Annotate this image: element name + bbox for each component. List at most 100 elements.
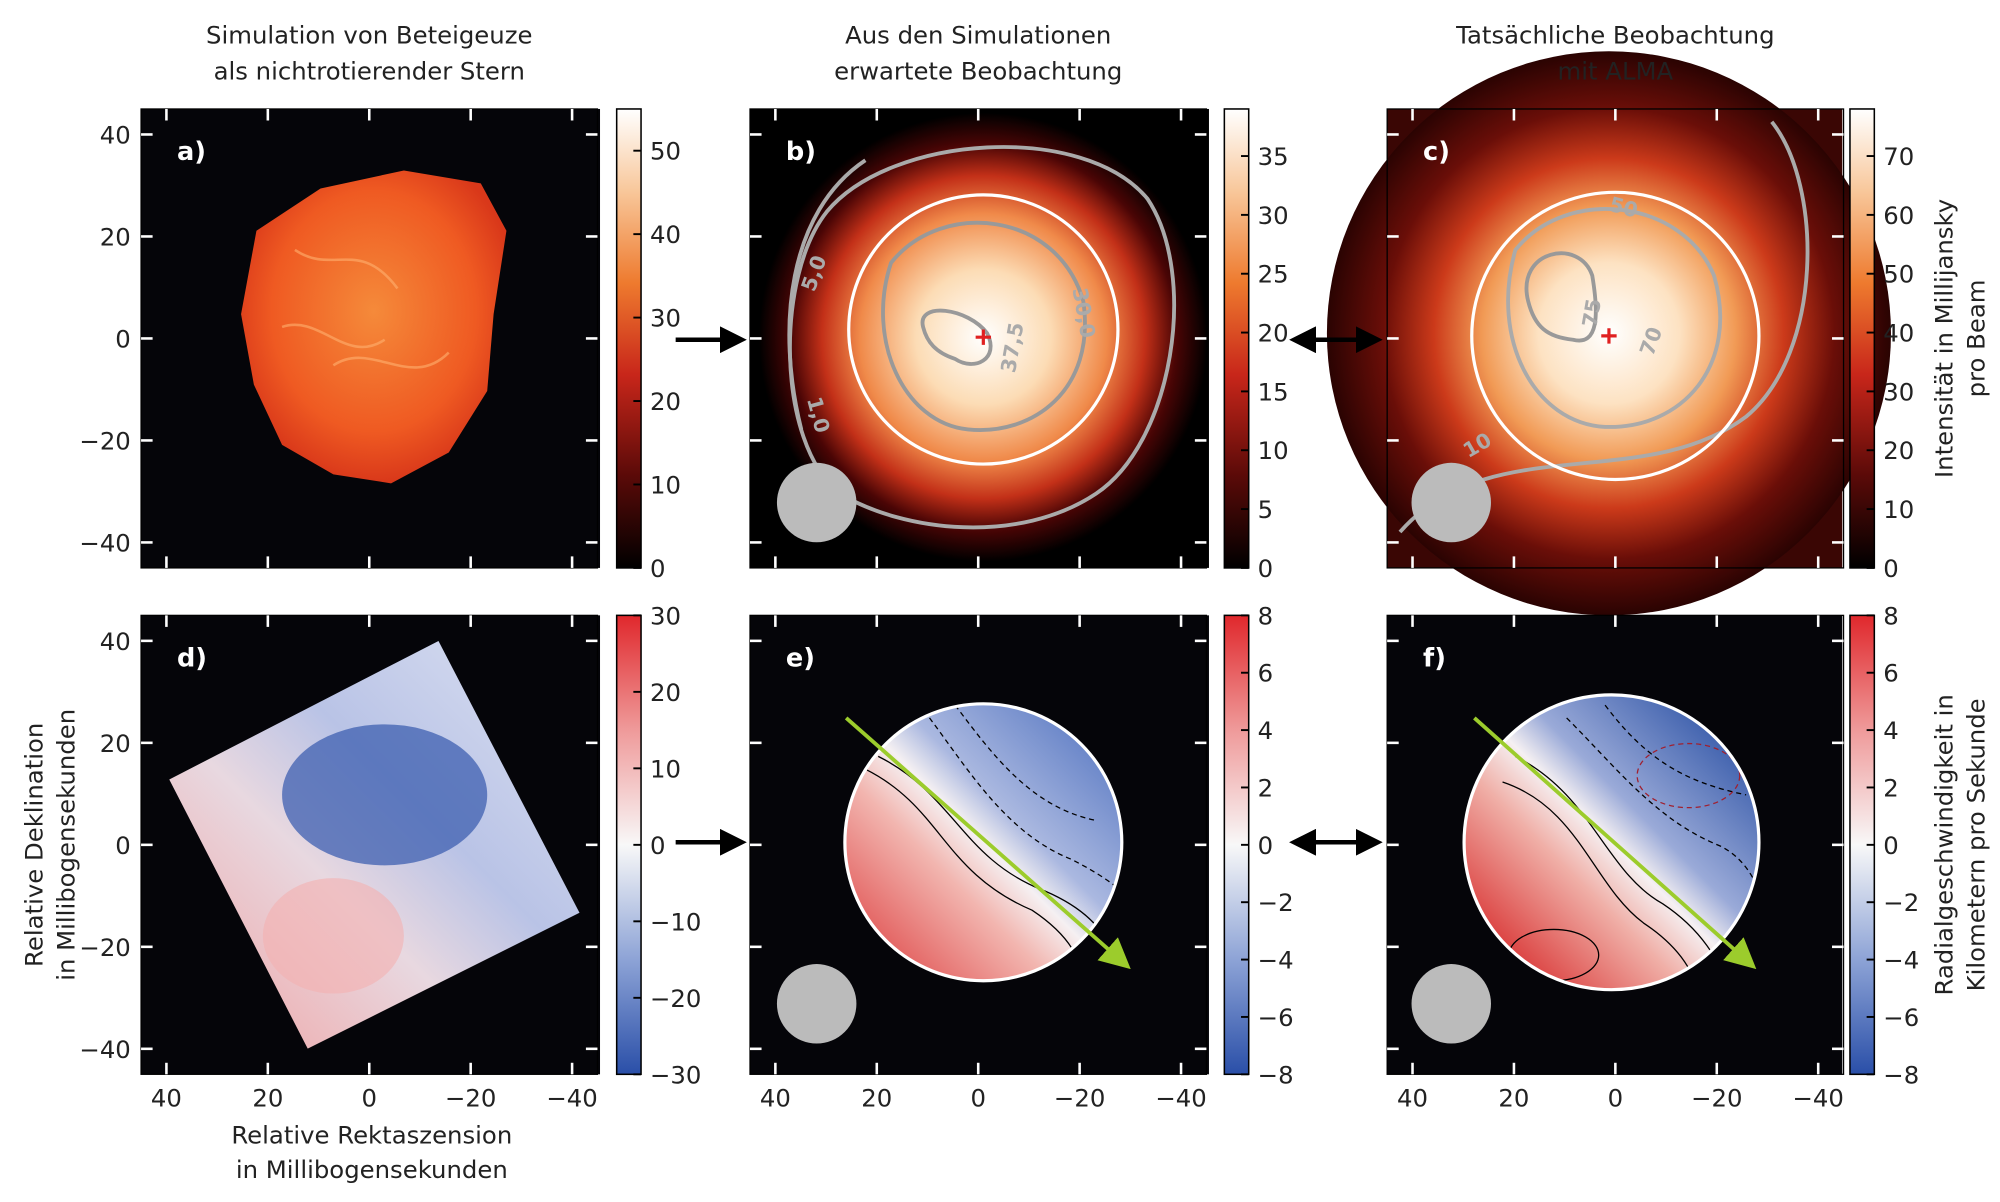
limb-circle: [847, 193, 1120, 466]
colorbar-tick-label: −30: [650, 1060, 701, 1089]
x-tick-label: 40: [760, 1083, 791, 1112]
colorbar-tick-label: 40: [650, 220, 681, 249]
panel-title: mit ALMA: [1558, 56, 1674, 85]
star: [241, 170, 507, 484]
y-tick-label: 0: [115, 831, 131, 860]
image-b: [750, 108, 1209, 568]
colorbar-tick-label: 20: [650, 678, 681, 707]
colorbar-tick-label: 30: [650, 601, 681, 630]
colorbar-tick-label: 0: [1883, 831, 1899, 860]
y-tick-label: 20: [100, 729, 131, 758]
panel-title: Simulation von Beteigeuze: [206, 21, 532, 50]
contour: [787, 158, 867, 430]
y-tick-label: −40: [79, 528, 130, 557]
contour: [1524, 251, 1598, 343]
colorbar-tick-label: 25: [1258, 260, 1289, 289]
colorbar-tick-label: 30: [650, 304, 681, 333]
x-tick-label: −20: [445, 1083, 496, 1112]
panel-label: a): [177, 137, 206, 167]
colorbar-tick-label: 2: [1258, 773, 1274, 802]
rotation-axis: [1473, 716, 1757, 970]
x-tick-label: 40: [1397, 1083, 1428, 1112]
contour: [881, 221, 1087, 432]
x-tick-label: −40: [1793, 1083, 1844, 1112]
beam: [1411, 964, 1492, 1044]
y-axis-label: Relative Deklination: [19, 723, 48, 967]
colorbar-tick-label: 8: [1883, 601, 1899, 630]
colorbar-tick-label: 0: [650, 554, 666, 583]
y-tick-label: −40: [79, 1035, 130, 1064]
colorbar-tick-label: −2: [1258, 888, 1294, 917]
colorbar-label: Radialgeschwindigkeit in: [1930, 694, 1959, 995]
y-axis-label: in Millibogensekunden: [51, 709, 80, 981]
y-tick-label: −20: [79, 426, 130, 455]
beam: [1411, 462, 1492, 543]
beam: [776, 964, 857, 1044]
colorbar-tick-label: 40: [1883, 319, 1914, 348]
disk-edge: [843, 702, 1124, 983]
y-tick-label: 40: [100, 627, 131, 656]
colorbar-tick-label: 0: [1258, 554, 1274, 583]
colorbar-tick-label: −20: [650, 984, 701, 1013]
colorbar-tick-label: 4: [1883, 716, 1899, 745]
disk-edge: [1462, 693, 1761, 992]
colorbar-tick-label: 6: [1258, 659, 1274, 688]
panel-title: Tatsächliche Beobachtung: [1455, 21, 1774, 50]
colorbar-tick-label: 50: [650, 137, 681, 166]
contour: [1506, 207, 1723, 429]
colorbar-tick-label: 6: [1883, 659, 1899, 688]
x-tick-label: 0: [970, 1083, 986, 1112]
colorbar-tick-label: 2: [1883, 773, 1899, 802]
colorbar-label: Kilometern pro Sekunde: [1962, 698, 1991, 991]
colorbar-tick-label: 10: [650, 470, 681, 499]
y-tick-label: 0: [115, 324, 131, 353]
colorbar-tick-label: −10: [650, 907, 701, 936]
colorbar-tick-label: 30: [1883, 377, 1914, 406]
x-tick-label: −40: [1155, 1083, 1206, 1112]
colorbar-tick-label: −2: [1883, 888, 1919, 917]
velocity-map: [844, 703, 1122, 981]
panel-title: als nichtrotierender Stern: [214, 56, 525, 85]
arrows: [675, 326, 1383, 856]
x-tick-label: 20: [861, 1083, 892, 1112]
colorbar: [615, 108, 642, 569]
colorbar-tick-label: −6: [1883, 1003, 1919, 1032]
colorbar-tick-label: 50: [1883, 260, 1914, 289]
colorbar-tick-label: 8: [1258, 601, 1274, 630]
x-axis-label: in Millibogensekunden: [236, 1155, 508, 1184]
colorbar-tick-label: −4: [1883, 946, 1919, 975]
center-marker: [975, 329, 992, 345]
panel-title: erwartete Beobachtung: [834, 56, 1122, 85]
x-tick-label: −20: [1691, 1083, 1742, 1112]
colorbar-tick-label: 20: [1883, 436, 1914, 465]
limb-circle: [1470, 190, 1761, 482]
image-e: [750, 615, 1209, 1075]
colorbar-tick-label: 0: [1883, 554, 1899, 583]
x-tick-label: 40: [151, 1083, 182, 1112]
x-tick-label: 20: [252, 1083, 283, 1112]
colorbar-tick-label: 20: [1258, 319, 1289, 348]
contour: [1398, 120, 1810, 534]
panel-title: Aus den Simulationen: [845, 21, 1111, 50]
colorbar-tick-label: 4: [1258, 716, 1274, 745]
panel-label: f): [1423, 644, 1446, 674]
x-axis-label: Relative Rektaszension: [231, 1121, 512, 1150]
x-tick-label: 0: [1608, 1083, 1624, 1112]
colorbar-tick-label: 10: [650, 754, 681, 783]
image-f: [1387, 615, 1843, 1075]
colorbar-tick-label: 30: [1258, 201, 1289, 230]
colorbar-tick-label: 10: [1258, 436, 1289, 465]
colorbar-tick-label: 60: [1883, 201, 1914, 230]
y-tick-label: 40: [100, 120, 131, 149]
image-c: [1326, 51, 1891, 616]
colorbar-tick-label: 70: [1883, 142, 1914, 171]
colorbar: [1223, 108, 1250, 569]
colorbar-label: pro Beam: [1962, 280, 1991, 398]
colorbar-tick-label: −4: [1258, 946, 1294, 975]
contour-label: 75: [1578, 297, 1607, 329]
colorbar-tick-label: 0: [1258, 831, 1274, 860]
colorbar-tick-label: 15: [1258, 377, 1289, 406]
panel-label: b): [786, 137, 816, 167]
